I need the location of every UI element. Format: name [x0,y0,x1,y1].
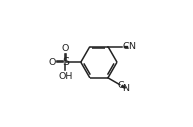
Text: O: O [62,44,69,53]
Text: O: O [48,58,56,67]
Text: C: C [122,42,129,51]
Text: OH: OH [58,72,73,81]
Text: C: C [117,81,124,90]
Text: S: S [62,57,69,67]
Text: N: N [128,42,135,51]
Text: N: N [122,84,129,93]
